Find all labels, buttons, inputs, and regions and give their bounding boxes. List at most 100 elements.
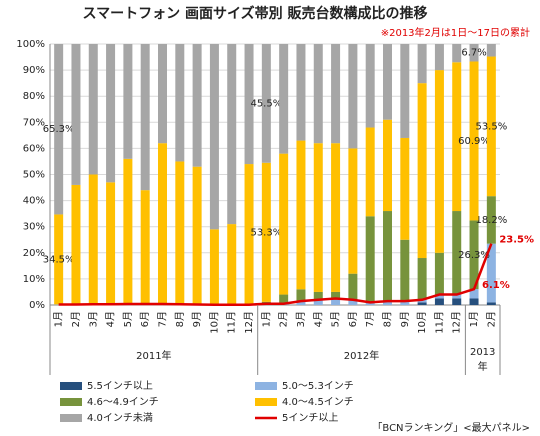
bar-segment (313, 143, 323, 292)
x-tick-label: 1月 (53, 311, 65, 327)
year-label: 2012年 (343, 351, 380, 362)
legend-label: 4.0インチ未満 (87, 412, 153, 424)
y-tick-label: 10% (23, 274, 45, 285)
y-tick-label: 40% (23, 196, 45, 207)
data-label: 60.9% (458, 136, 490, 147)
x-tick-label: 6月 (347, 311, 359, 327)
bar-segment (296, 289, 306, 302)
bar-segment (452, 62, 462, 212)
x-tick-label: 10月 (208, 311, 220, 334)
y-tick-label: 100% (16, 39, 45, 50)
y-tick-label: 60% (23, 143, 45, 154)
x-tick-label: 11月 (433, 311, 445, 334)
legend-label: 4.0〜4.5インチ (282, 396, 354, 408)
bar-segment (227, 224, 237, 305)
bar-segment (383, 44, 392, 120)
bar-segment (175, 44, 185, 162)
bar-segment (383, 301, 392, 305)
bar-segment (244, 44, 254, 165)
legend-label: 5.0〜5.3インチ (282, 380, 354, 392)
x-tick-label: 2月 (70, 311, 82, 327)
bar-segment (331, 298, 341, 305)
bar-segment (452, 298, 462, 305)
bar-segment (400, 44, 410, 138)
x-tick-label: 3月 (87, 311, 99, 327)
bar-segment (434, 298, 444, 305)
bar-segment (331, 291, 341, 299)
x-tick-label: 3月 (295, 311, 307, 327)
bar-segment (296, 301, 306, 305)
bar-segment (54, 214, 64, 305)
bar-segment (434, 70, 444, 253)
data-label: 26.3% (458, 250, 490, 261)
bar-segment (469, 61, 479, 221)
data-label: 18.2% (475, 215, 507, 226)
bar-segment (123, 44, 133, 159)
y-tick-label: 20% (23, 248, 45, 259)
legend-label: 4.6〜4.9インチ (87, 396, 159, 408)
bar-segment (400, 239, 410, 302)
bar-segment (348, 273, 358, 300)
bar-segment (383, 211, 392, 302)
bar-segment (313, 44, 323, 144)
bar-segment (123, 158, 133, 304)
y-tick-label: 50% (23, 170, 45, 181)
bar-segment (486, 44, 496, 57)
x-tick-label: 4月 (105, 311, 117, 327)
bar-segment (279, 153, 289, 295)
bar-segment (279, 44, 289, 154)
bar-segment (486, 243, 496, 303)
data-label: 53.3% (250, 227, 282, 238)
bar-segment (452, 44, 462, 63)
bar-segment (469, 44, 479, 62)
bar-segment (158, 44, 167, 144)
legend-swatch (60, 382, 82, 390)
bar-segment (469, 289, 479, 299)
bar-segment (400, 301, 410, 305)
x-tick-label: 7月 (157, 311, 169, 327)
bar-segment (209, 229, 219, 305)
x-tick-label: 8月 (174, 311, 186, 327)
bar-segment (348, 299, 358, 305)
line-label: 6.1% (482, 280, 510, 291)
data-label: 34.5% (43, 254, 75, 265)
line (58, 243, 493, 306)
x-tick-label: 12月 (243, 311, 255, 334)
bar-segment (452, 294, 462, 299)
x-tick-label: 2月 (278, 311, 290, 327)
y-tick-label: 80% (23, 91, 45, 102)
legend-label: 5.5インチ以上 (87, 380, 153, 392)
data-label: 45.5% (250, 98, 282, 109)
line-label: 23.5% (499, 235, 534, 246)
y-tick-label: 70% (23, 117, 45, 128)
bar-segment (296, 44, 306, 141)
subtitle: ※2013年2月は1日～17日の累計 (381, 26, 530, 39)
x-tick-label: 1月 (260, 311, 272, 327)
bar-segment (348, 148, 358, 274)
data-label: 65.3% (43, 124, 75, 135)
bar-segment (140, 190, 150, 304)
bar-segment (417, 83, 427, 259)
bar-segment (417, 302, 427, 305)
bar-segment (261, 44, 271, 163)
bar-segment (296, 140, 306, 290)
bar-segment (434, 252, 444, 295)
bar-segment (486, 196, 496, 244)
bar-segment (417, 44, 427, 84)
y-tick-label: 90% (23, 65, 45, 76)
x-tick-label: 1月 (468, 311, 480, 327)
data-label: 53.5% (475, 121, 507, 132)
footnote: 「BCNランキング」<最大パネル> (372, 421, 530, 434)
bar-segment (244, 164, 254, 305)
bar-segment (486, 56, 496, 197)
bar-segment (71, 184, 81, 305)
bar-segment (469, 220, 479, 290)
x-tick-label: 12月 (451, 311, 463, 334)
legend-label: 5インチ以上 (282, 412, 338, 424)
x-tick-label: 7月 (364, 311, 376, 327)
bar-segment (313, 291, 323, 300)
chart-title: スマートフォン 画面サイズ帯別 販売台数構成比の推移 (83, 5, 428, 22)
bar-segment (348, 44, 358, 149)
bar-segment (158, 143, 167, 304)
